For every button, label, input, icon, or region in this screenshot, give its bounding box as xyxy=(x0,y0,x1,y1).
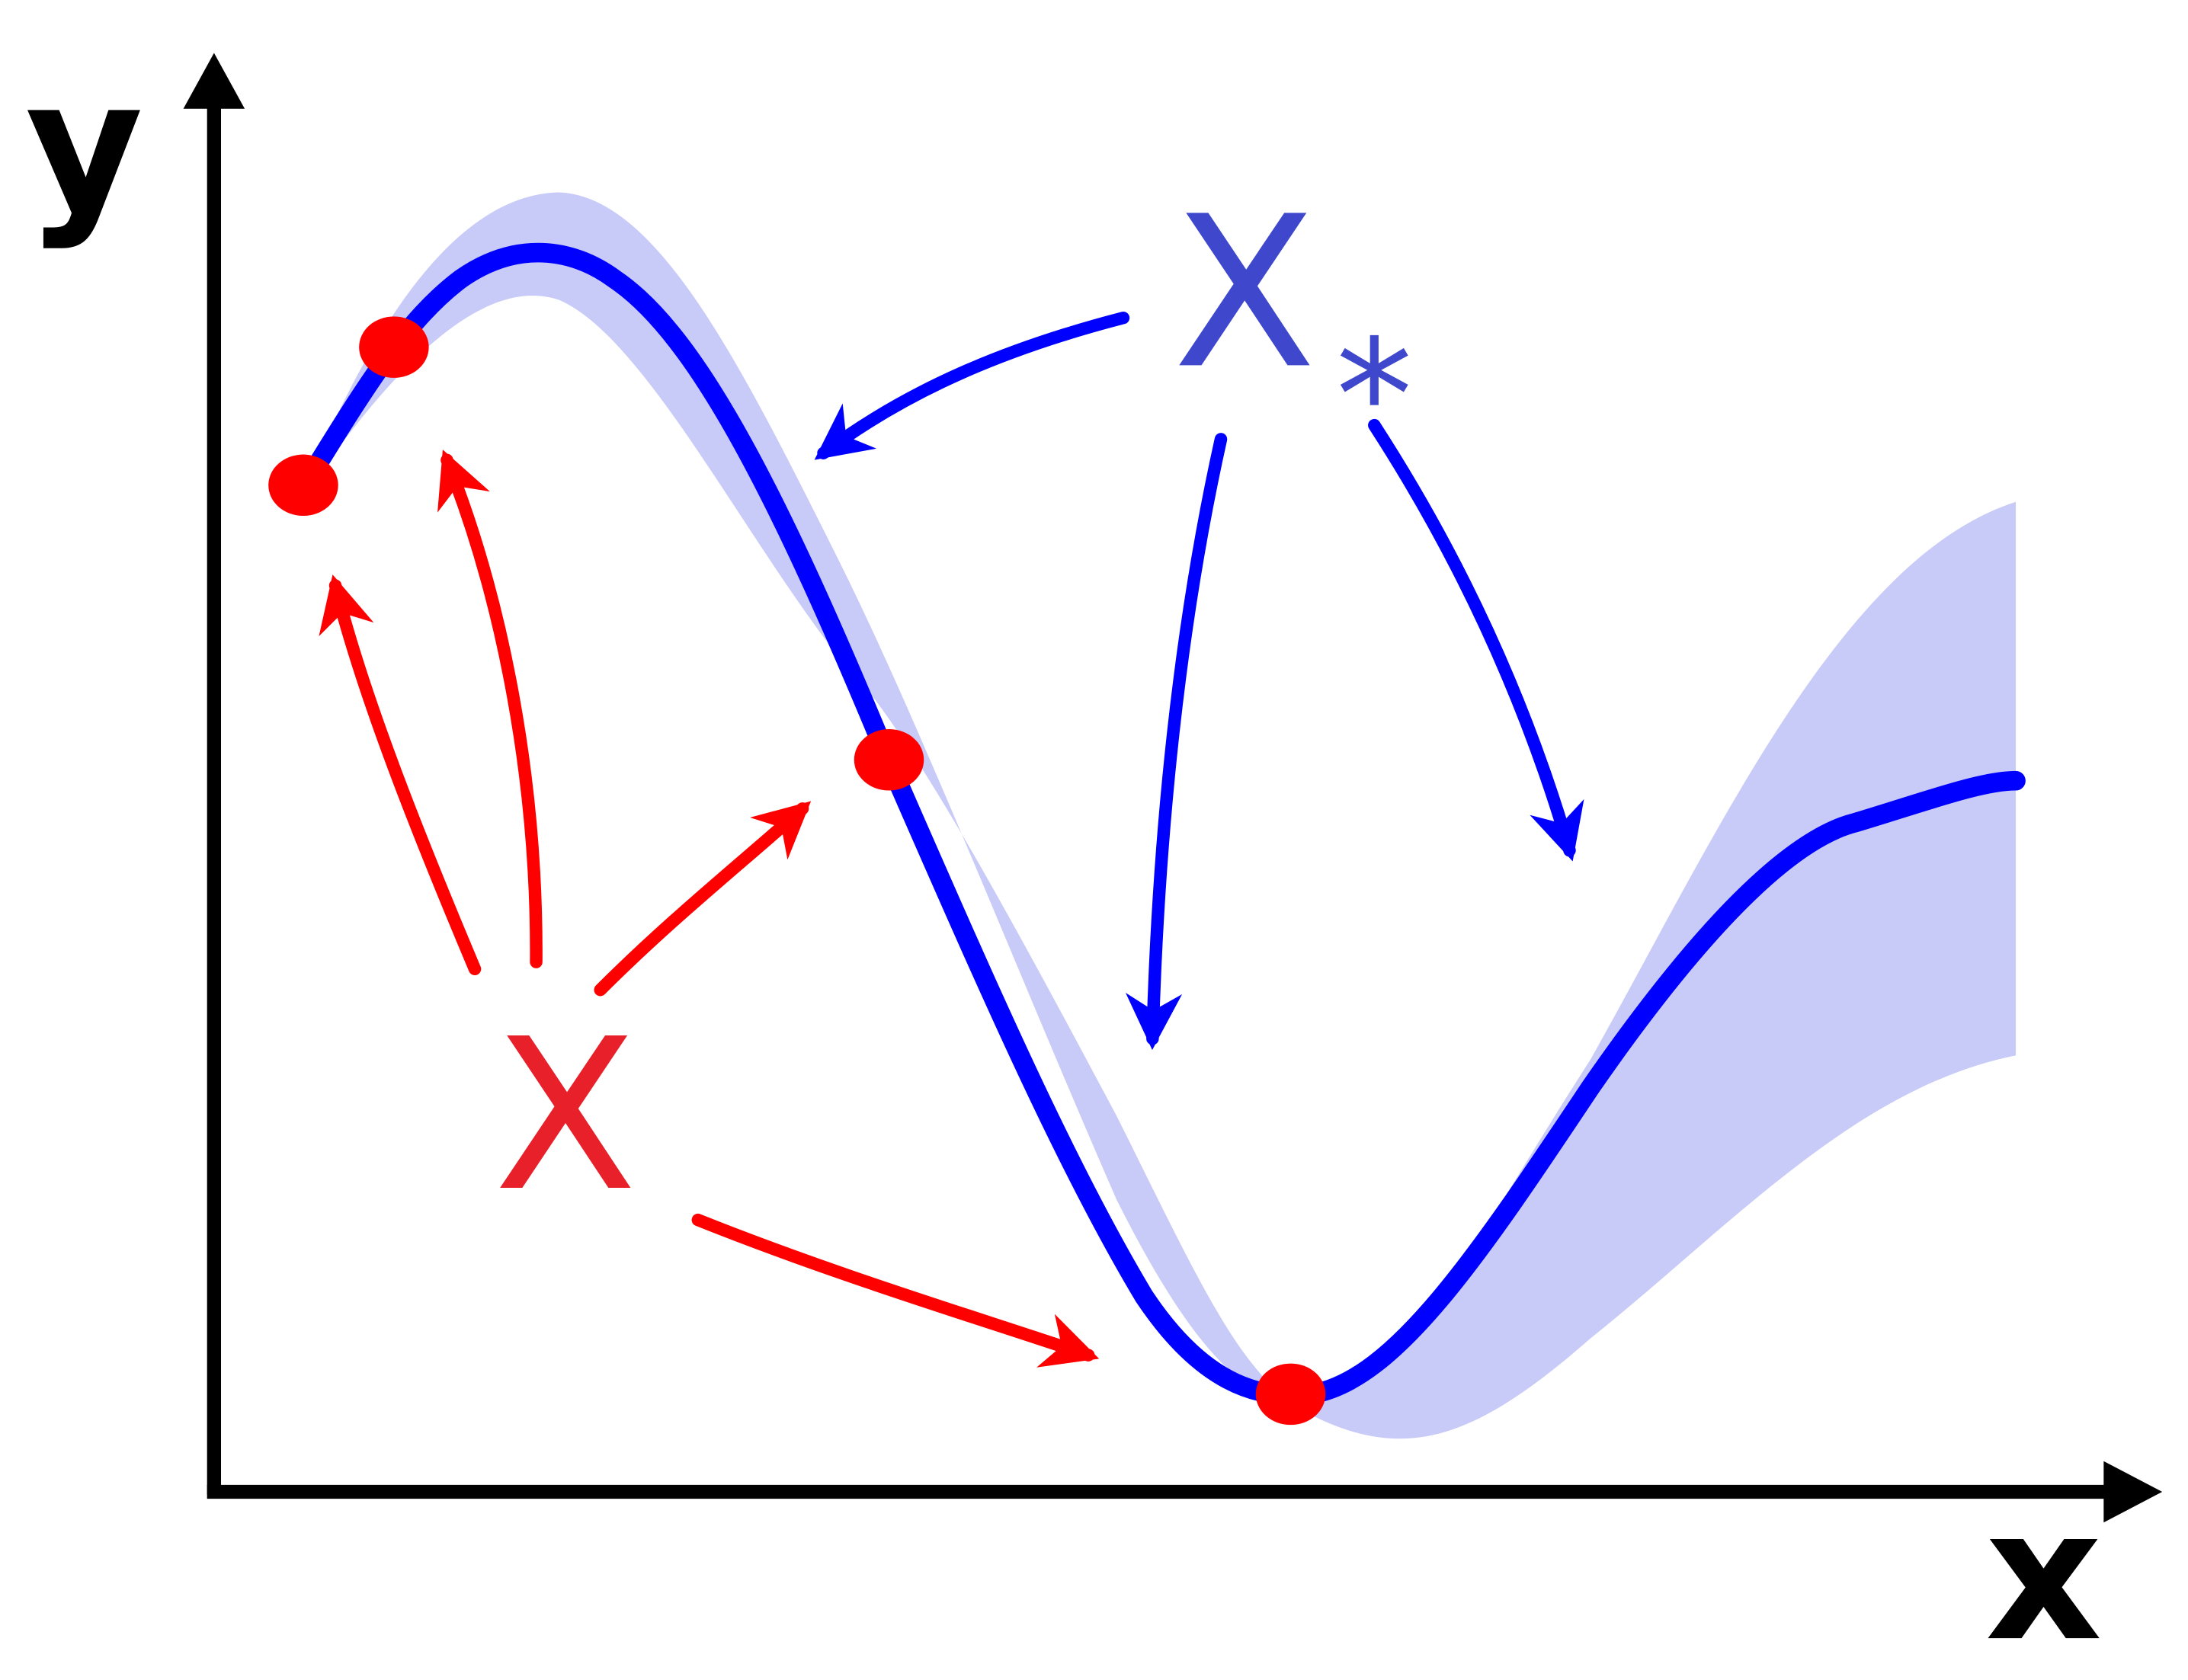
training-arrow xyxy=(437,450,543,968)
test-arrow xyxy=(814,311,1130,460)
training-points xyxy=(268,316,1326,1426)
y-axis-arrowhead xyxy=(183,53,245,109)
training-inputs-label: X xyxy=(494,994,637,1237)
y-axis-label: y xyxy=(25,41,143,252)
confidence-band xyxy=(307,192,2017,1439)
x-axis-arrowhead xyxy=(2103,1461,2163,1523)
test-arrows xyxy=(814,311,1584,1051)
training-point xyxy=(268,454,338,517)
training-arrow xyxy=(594,801,812,997)
training-point xyxy=(854,729,924,791)
training-arrow xyxy=(691,1213,1100,1368)
training-arrows xyxy=(319,450,1100,1368)
test-arrow xyxy=(1125,433,1228,1051)
training-point xyxy=(1255,1363,1326,1426)
x-axis-label: x xyxy=(1985,1470,2102,1680)
test-arrow xyxy=(1368,418,1584,862)
training-point xyxy=(359,316,429,378)
training-arrow xyxy=(319,574,482,975)
mean-curve xyxy=(294,242,2026,1406)
test-inputs-label: X xyxy=(1173,171,1316,414)
test-inputs-subscript: * xyxy=(1336,307,1413,485)
